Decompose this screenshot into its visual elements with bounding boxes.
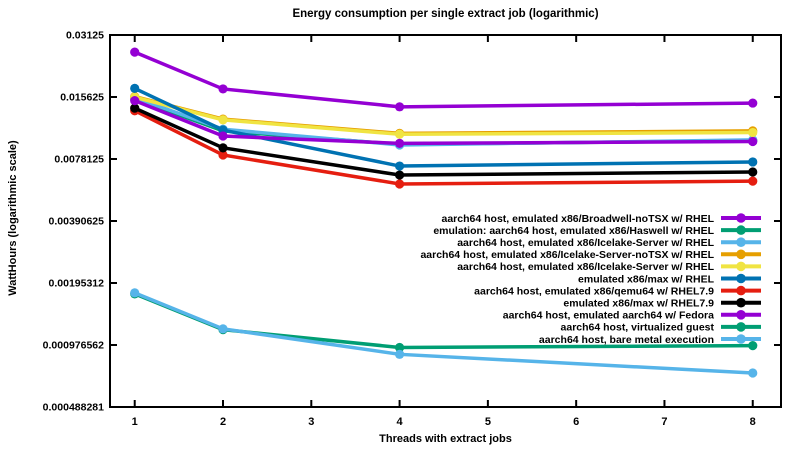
series-line-8: [132, 98, 755, 146]
series-line-5: [132, 86, 755, 168]
data-point: [748, 176, 758, 186]
x-tick-label: 3: [308, 416, 314, 428]
data-point: [748, 136, 758, 147]
y-tick-label: 0.00195312: [49, 278, 105, 290]
data-point: [748, 98, 758, 108]
series-line-0: [132, 50, 755, 109]
legend-point-sample: [736, 297, 746, 308]
data-point: [394, 138, 405, 149]
data-point: [218, 84, 228, 94]
data-point: [130, 83, 140, 94]
legend-point-sample: [736, 273, 746, 284]
series-line-7: [132, 106, 755, 177]
data-point: [394, 342, 405, 353]
data-point: [218, 143, 228, 153]
legend-label: aarch64 host, emulated x86/Icelake-Serve…: [457, 261, 714, 273]
data-point: [218, 324, 228, 334]
x-tick-label: 2: [220, 416, 226, 428]
legend-label: aarch64 host, emulated aarch64 w/ Fedora: [503, 310, 714, 322]
data-point: [394, 170, 405, 180]
legend-label: aarch64 host, emulated x86/qemu64 w/ RHE…: [474, 285, 714, 297]
x-tick-label: 6: [573, 416, 579, 428]
data-point: [748, 157, 758, 167]
x-tick-label: 1: [132, 416, 138, 428]
legend-point-sample: [736, 285, 746, 296]
legend-label: aarch64 host, emulated x86/Broadwell-noT…: [442, 213, 715, 225]
data-point: [394, 179, 405, 189]
data-point: [394, 129, 405, 139]
data-point: [748, 368, 758, 378]
data-point: [394, 161, 405, 171]
y-tick-label: 0.00390625: [49, 215, 105, 227]
legend-point-sample: [736, 213, 746, 223]
data-point: [748, 127, 758, 138]
legend-point-sample: [736, 225, 746, 235]
data-point: [130, 288, 140, 298]
chart-title: Energy consumption per single extract jo…: [292, 8, 599, 20]
x-tick-label: 8: [750, 416, 756, 428]
data-point: [130, 96, 140, 106]
x-tick-label: 4: [397, 416, 404, 428]
data-point: [394, 349, 405, 359]
data-point: [130, 103, 140, 113]
legend-label: emulation: aarch64 host, emulated x86/Ha…: [433, 225, 714, 237]
legend-label: emulated x86/max w/ RHEL7.9: [563, 298, 714, 310]
data-point: [218, 131, 228, 141]
legend-point-sample: [736, 322, 746, 332]
y-tick-label: 0.015625: [60, 91, 104, 103]
y-tick-label: 0.0078125: [54, 153, 104, 165]
legend-label: aarch64 host, bare metal execution: [539, 334, 714, 346]
x-tick-label: 5: [485, 416, 491, 428]
data-point: [218, 150, 228, 160]
legend-point-sample: [736, 310, 746, 320]
legend-point-sample: [736, 261, 746, 272]
data-point: [130, 47, 140, 57]
data-point: [218, 115, 228, 125]
data-point: [748, 167, 758, 177]
series-line-10: [132, 291, 755, 375]
legend-point-sample: [736, 237, 746, 247]
x-axis-label: Threads with extract jobs: [379, 433, 512, 445]
legend-label: emulated x86/max w/ RHEL: [578, 273, 715, 285]
legend-point-sample: [736, 334, 746, 344]
y-tick-label: 0.000488281: [43, 402, 104, 414]
legend-label: aarch64 host, emulated x86/Icelake-Serve…: [420, 249, 714, 261]
legend-label: aarch64 host, emulated x86/Icelake-Serve…: [457, 237, 714, 249]
legend-label: aarch64 host, virtualized guest: [561, 322, 715, 334]
y-tick-label: 0.000976562: [43, 340, 104, 352]
x-tick-label: 7: [661, 416, 667, 428]
data-point: [748, 341, 758, 351]
legend-point-sample: [736, 249, 746, 260]
data-point: [394, 102, 405, 112]
y-tick-label: 0.03125: [66, 30, 104, 42]
y-axis-label: WattHours (logarithmic scale): [7, 140, 19, 296]
series-line-6: [132, 108, 755, 186]
